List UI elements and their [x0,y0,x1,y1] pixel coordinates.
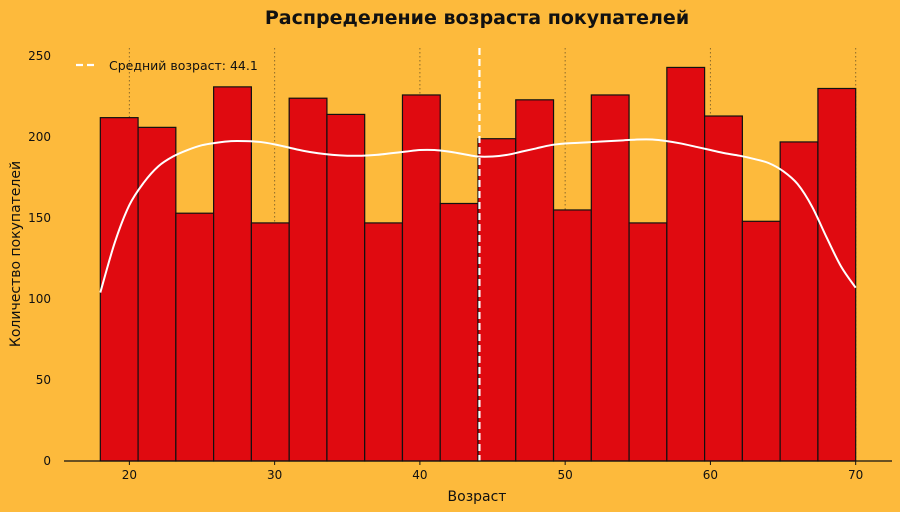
y-tick-label-150: 150 [28,211,51,225]
histogram-bar-9 [401,94,441,462]
histogram-bar-7 [326,113,366,462]
histogram-bar-17 [704,115,743,462]
histogram-bar-3 [175,212,215,462]
x-tick-label-40: 40 [412,468,427,482]
histogram-bar-4 [213,86,252,462]
x-tick-label-50: 50 [558,468,573,482]
histogram-bar-13 [552,209,592,462]
histogram-bar-1 [99,117,139,462]
histogram-bar-2 [137,126,177,462]
legend-mean-label: Средний возраст: 44.1 [109,58,258,73]
chart-title: Распределение возраста покупателей [265,7,689,29]
y-tick-label-200: 200 [28,130,51,144]
histogram-bar-19 [779,141,819,462]
y-tick-label-50: 50 [36,373,51,387]
y-tick-label-250: 250 [28,49,51,63]
x-tick-label-30: 30 [267,468,282,482]
legend: Средний возраст: 44.1 [76,58,258,73]
histogram-bar-16 [666,66,706,462]
tick-labels: 20 30 40 50 60 70 0 50 100 150 200 250 [28,49,863,482]
x-tick-label-70: 70 [848,468,863,482]
x-tick-label-60: 60 [703,468,718,482]
y-tick-label-0: 0 [43,454,51,468]
kde-line [99,138,857,293]
histogram-bar-15 [628,222,668,462]
histogram-bars [99,66,857,462]
histogram-bar-12 [515,99,555,462]
histogram-bar-10 [439,202,479,462]
histogram-bar-18 [741,220,781,462]
histogram-bar-8 [364,222,404,462]
x-tick-label-20: 20 [122,468,137,482]
histogram-bar-14 [590,94,630,462]
y-tick-label-100: 100 [28,292,51,306]
kde-curve-group [99,138,857,293]
x-axis-label: Возраст [448,489,507,505]
histogram-bar-11 [477,138,517,462]
histogram-bar-5 [250,222,290,462]
y-axis-label: Количество покупателей [8,161,24,347]
histogram-bar-20 [817,87,857,462]
